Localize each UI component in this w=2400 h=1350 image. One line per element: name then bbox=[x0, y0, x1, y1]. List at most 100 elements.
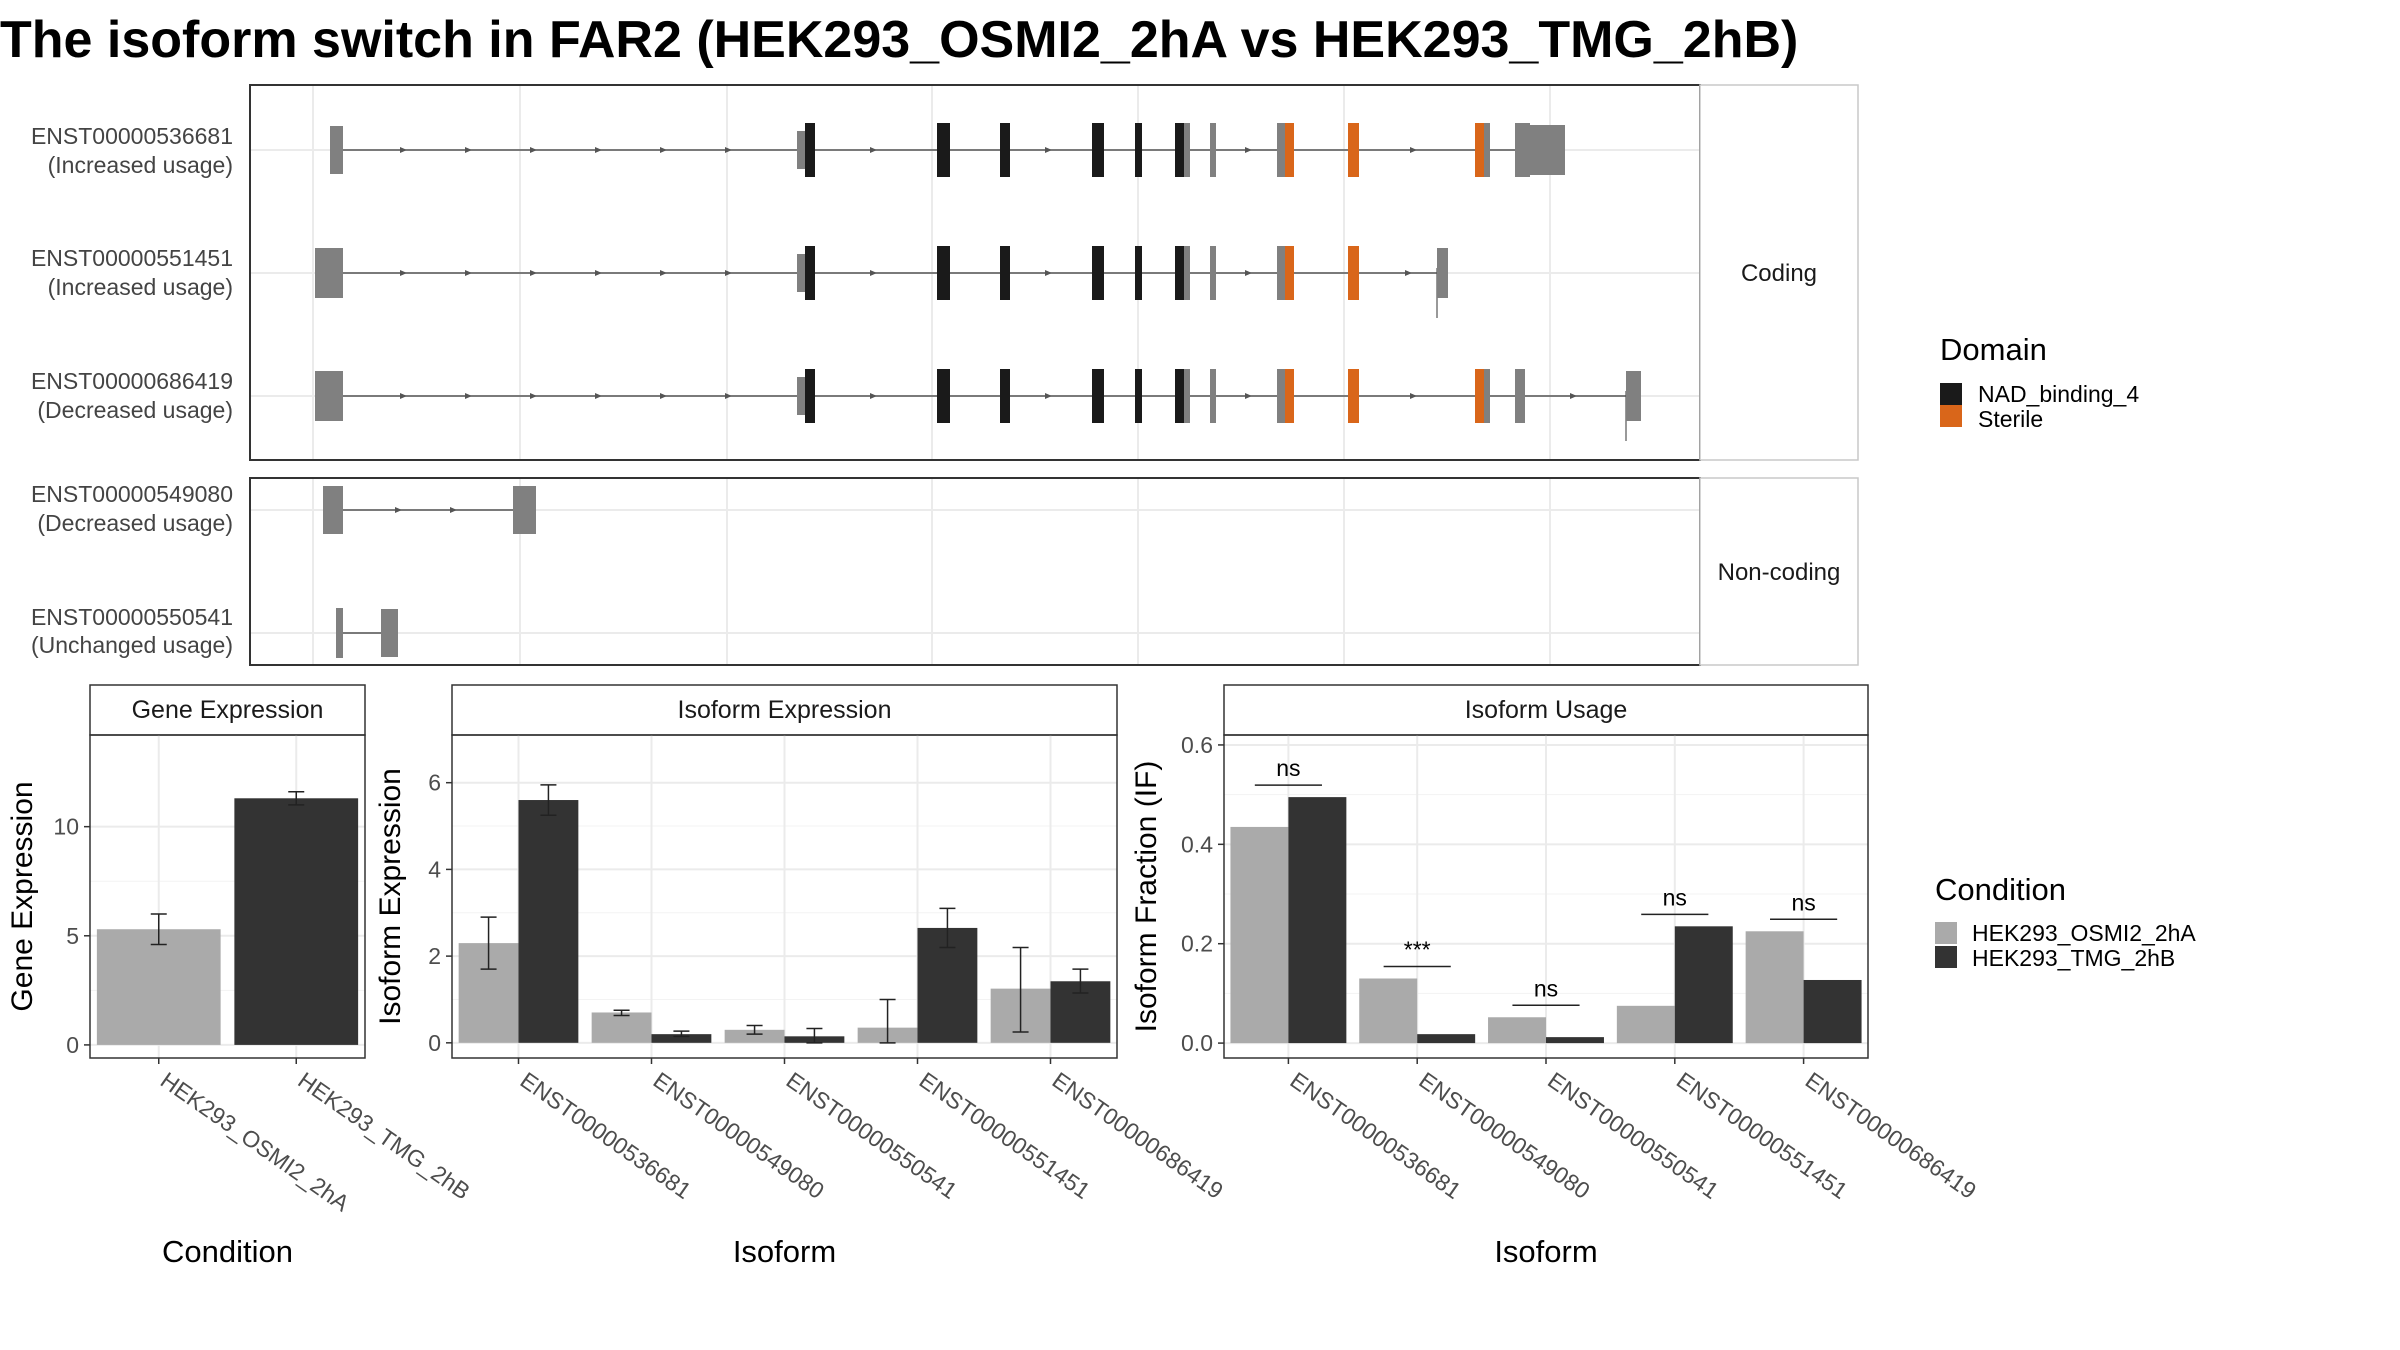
exon-block bbox=[513, 486, 536, 534]
track-label-551451: ENST00000551451 bbox=[31, 245, 233, 271]
track-label-550541: ENST00000550541 bbox=[31, 604, 233, 630]
exon-domain-sterile bbox=[1475, 369, 1484, 423]
direction-arrow bbox=[725, 393, 732, 399]
direction-arrow bbox=[725, 270, 732, 276]
exon-domain-nad-binding bbox=[1092, 246, 1104, 300]
exon-block bbox=[1530, 125, 1565, 175]
domain-legend-title: Domain bbox=[1940, 332, 2047, 367]
exon-domain-sterile bbox=[1285, 369, 1294, 423]
direction-arrow bbox=[870, 270, 877, 276]
direction-arrow bbox=[1245, 270, 1252, 276]
exon-domain-nad-binding bbox=[1000, 246, 1010, 300]
bar bbox=[1417, 1034, 1476, 1044]
y-tick-label: 0.0 bbox=[1181, 1030, 1213, 1056]
exon-block bbox=[1277, 246, 1285, 300]
x-axis-title: Isoform bbox=[733, 1234, 836, 1269]
noncoding-panel bbox=[249, 477, 1701, 666]
figure-title: The isoform switch in FAR2 (HEK293_OSMI2… bbox=[0, 11, 1798, 69]
bar bbox=[591, 1012, 652, 1043]
y-tick-label: 6 bbox=[428, 770, 441, 796]
domain-legend: Domain NAD_binding_4 Sterile bbox=[1940, 332, 2139, 432]
exon-domain-nad-binding bbox=[937, 246, 950, 300]
exon-block bbox=[315, 371, 343, 421]
y-axis-title: Isoform Expression bbox=[374, 768, 407, 1025]
exon-block bbox=[797, 377, 805, 415]
direction-arrow bbox=[465, 393, 472, 399]
plot-border bbox=[89, 734, 366, 1059]
exon-domain-sterile bbox=[1285, 246, 1294, 300]
facet-strip-title: Isoform Expression bbox=[678, 696, 892, 724]
bar bbox=[1546, 1037, 1604, 1044]
exon-block bbox=[1210, 123, 1216, 177]
significance-label: ns bbox=[1534, 975, 1558, 1001]
exon-block bbox=[1277, 369, 1285, 423]
track-usage-536681: (Increased usage) bbox=[48, 152, 233, 178]
direction-arrow bbox=[1410, 147, 1417, 153]
exon-domain-nad-binding bbox=[1135, 123, 1142, 177]
noncoding-strip bbox=[1699, 477, 1859, 666]
direction-arrow bbox=[595, 393, 602, 399]
y-tick-label: 10 bbox=[53, 814, 79, 840]
bar bbox=[1803, 979, 1862, 1044]
exon-block bbox=[1210, 246, 1216, 300]
direction-arrow bbox=[870, 393, 877, 399]
condition-legend-swatch-1 bbox=[1935, 922, 1957, 944]
exon-block bbox=[1515, 123, 1530, 177]
exon-domain-nad-binding bbox=[1092, 123, 1104, 177]
exon-block bbox=[381, 609, 398, 657]
track-usage-686419: (Decreased usage) bbox=[37, 397, 233, 423]
y-tick-label: 0.2 bbox=[1181, 931, 1213, 957]
bar bbox=[1230, 826, 1289, 1044]
direction-arrow bbox=[400, 393, 407, 399]
direction-arrow bbox=[1245, 393, 1252, 399]
bar bbox=[651, 1034, 712, 1043]
y-tick-label: 0.6 bbox=[1181, 732, 1213, 758]
track-label-536681: ENST00000536681 bbox=[31, 123, 233, 149]
domain-legend-swatch-sterile bbox=[1940, 405, 1962, 427]
exon-domain-sterile bbox=[1348, 369, 1359, 423]
exon-block bbox=[330, 126, 343, 174]
exon-domain-nad-binding bbox=[805, 123, 815, 177]
track-usage-550541: (Unchanged usage) bbox=[31, 632, 233, 658]
direction-arrow bbox=[1245, 147, 1252, 153]
exon-block bbox=[315, 248, 343, 298]
exon-domain-nad-binding bbox=[937, 123, 950, 177]
track-label-686419: ENST00000686419 bbox=[31, 368, 233, 394]
exon-domain-nad-binding bbox=[1175, 369, 1184, 423]
exon-domain-nad-binding bbox=[1175, 246, 1184, 300]
track-usage-551451: (Increased usage) bbox=[48, 274, 233, 300]
exon-block bbox=[1484, 123, 1490, 177]
direction-arrow bbox=[1045, 147, 1052, 153]
exon-block bbox=[1184, 246, 1190, 300]
exon-block bbox=[1184, 369, 1190, 423]
exon-block bbox=[797, 254, 805, 292]
y-tick-label: 5 bbox=[66, 923, 79, 949]
direction-arrow bbox=[450, 507, 457, 513]
x-axis-title: Condition bbox=[162, 1234, 293, 1269]
domain-legend-swatch-nad bbox=[1940, 383, 1962, 405]
bar bbox=[1674, 926, 1733, 1044]
condition-legend: Condition HEK293_OSMI2_2hA HEK293_TMG_2h… bbox=[1935, 872, 2196, 971]
condition-legend-label-1: HEK293_OSMI2_2hA bbox=[1972, 920, 2196, 946]
bar bbox=[1359, 978, 1418, 1044]
direction-arrow bbox=[465, 270, 472, 276]
exon-block bbox=[336, 608, 343, 658]
exon-domain-nad-binding bbox=[805, 369, 815, 423]
direction-arrow bbox=[465, 147, 472, 153]
noncoding-strip-label: Non-coding bbox=[1718, 559, 1841, 586]
coding-strip-label: Coding bbox=[1741, 260, 1817, 287]
direction-arrow bbox=[530, 393, 537, 399]
facet-strip bbox=[89, 684, 366, 736]
direction-arrow bbox=[530, 147, 537, 153]
exon-block bbox=[1277, 123, 1285, 177]
exon-domain-nad-binding bbox=[1135, 246, 1142, 300]
bar bbox=[234, 798, 359, 1045]
facet-strip-title: Isoform Usage bbox=[1465, 696, 1628, 724]
exon-domain-nad-binding bbox=[805, 246, 815, 300]
bar bbox=[1745, 931, 1804, 1044]
exon-block bbox=[1484, 369, 1490, 423]
exon-domain-nad-binding bbox=[1092, 369, 1104, 423]
track-usage-549080: (Decreased usage) bbox=[37, 510, 233, 536]
significance-label: ns bbox=[1276, 755, 1300, 781]
